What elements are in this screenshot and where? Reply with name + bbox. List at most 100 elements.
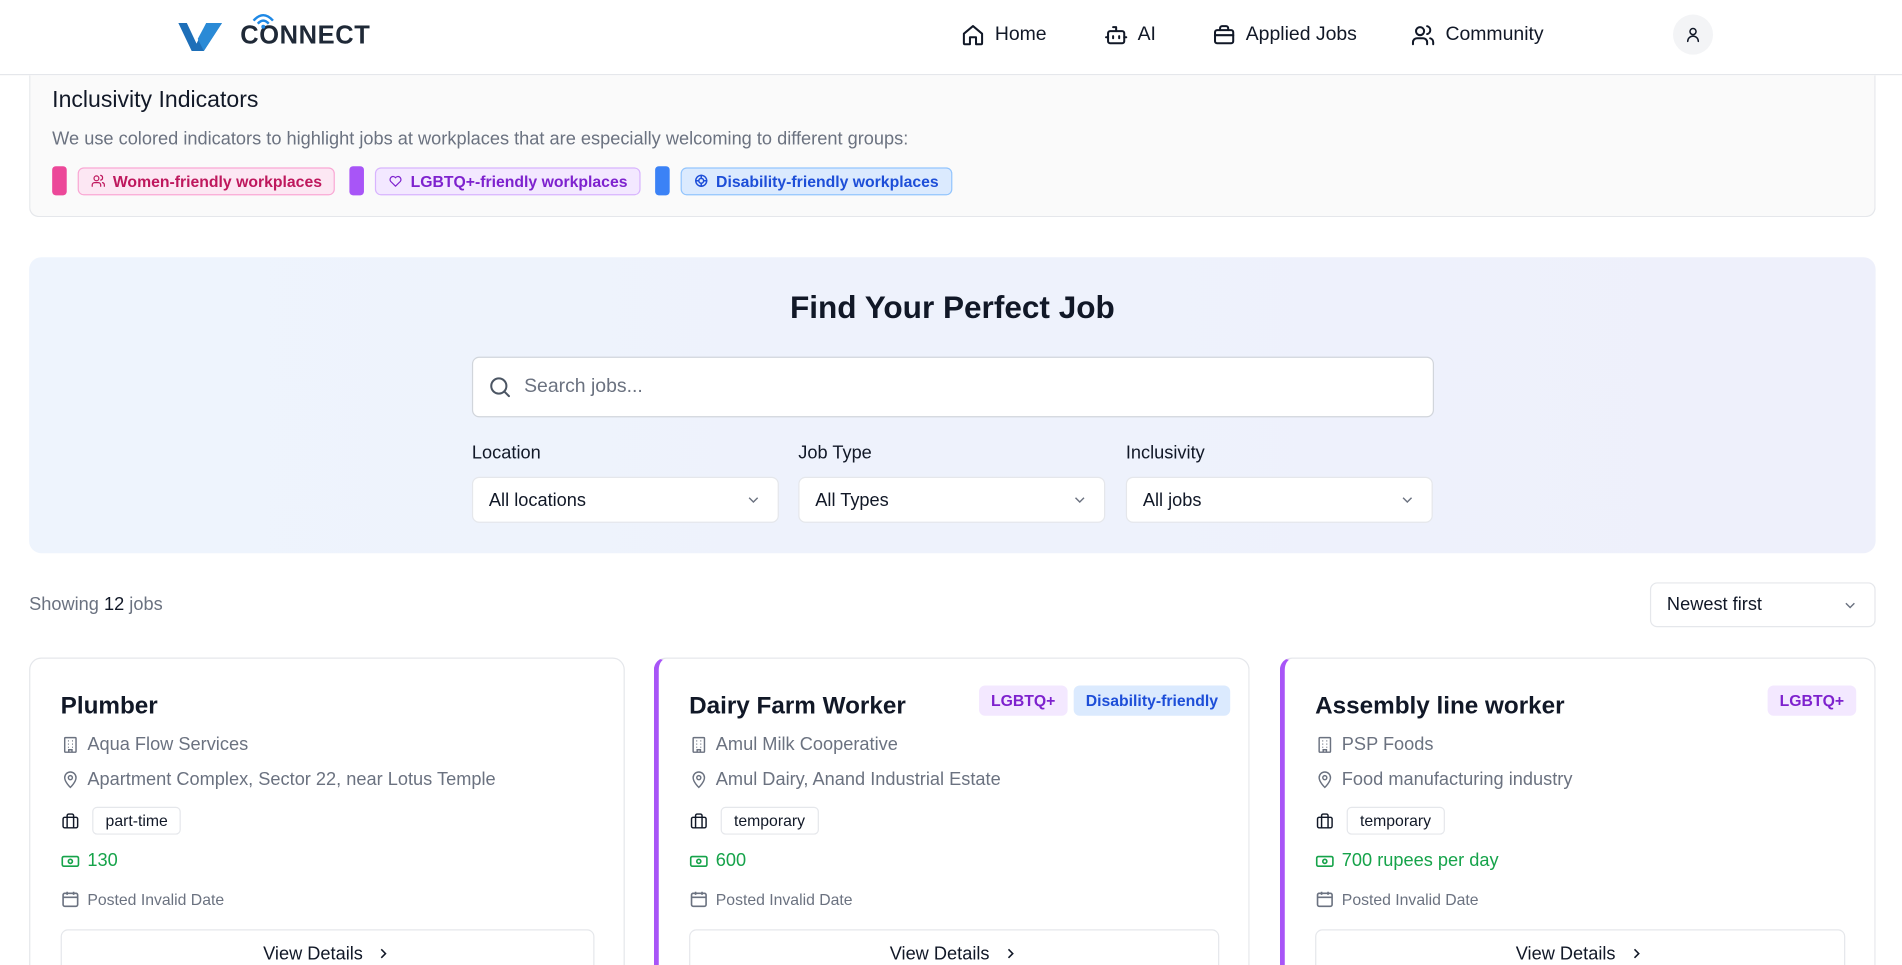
calendar-icon: [62, 891, 79, 908]
job-type-tag: part-time: [92, 806, 182, 835]
view-details-label: View Details: [263, 943, 363, 964]
nav-community-label: Community: [1445, 24, 1544, 45]
sort-select-value: Newest first: [1666, 594, 1763, 616]
inclusivity-filter: Inclusivity All jobs: [1125, 442, 1433, 523]
nav-ai[interactable]: AI: [1104, 19, 1156, 51]
building-icon: [1318, 736, 1332, 753]
user-icon: [1686, 27, 1700, 43]
job-location-text: Food manufacturing industry: [1341, 769, 1573, 790]
inclusivity-indicators-panel: Inclusivity Indicators We use colored in…: [29, 75, 1876, 218]
job-posted: Posted Invalid Date: [689, 889, 853, 909]
job-location: Food manufacturing industry: [1315, 769, 1572, 790]
job-posted-text: Posted Invalid Date: [1341, 889, 1479, 909]
job-location-text: Amul Dairy, Anand Industrial Estate: [715, 769, 1001, 790]
job-posted-text: Posted Invalid Date: [87, 889, 225, 909]
job-type-tag: temporary: [1346, 806, 1445, 835]
results-number: 12: [103, 594, 125, 616]
job-posted: Posted Invalid Date: [61, 889, 224, 908]
chevron-down-icon: [1075, 497, 1085, 503]
job-search-panel: Find Your Perfect Job Location All locat…: [29, 257, 1876, 554]
chevron-right-icon: [380, 948, 387, 959]
view-details-label: View Details: [1515, 943, 1616, 964]
heart-icon: [390, 175, 403, 187]
job-posted: Posted Invalid Date: [1315, 889, 1479, 909]
inclusivity-select-value: All jobs: [1142, 489, 1202, 511]
wifi-signal-icon: [252, 13, 274, 29]
logo-v-mark-icon: [178, 23, 223, 51]
location-select[interactable]: All locations: [471, 476, 779, 523]
briefcase-icon: [1213, 25, 1235, 45]
job-title: Dairy Farm Worker: [689, 692, 906, 720]
calendar-icon: [690, 891, 707, 908]
job-type-select[interactable]: All Types: [798, 476, 1106, 523]
women-friendly-chip: Women-friendly workplaces: [77, 166, 336, 195]
job-card[interactable]: Dairy Farm Worker LGBTQ+ Disability-frie…: [653, 657, 1250, 965]
search-input[interactable]: [524, 376, 1374, 398]
view-details-label: View Details: [889, 943, 990, 964]
job-type-row: temporary: [689, 806, 819, 835]
women-color-swatch: [52, 166, 67, 196]
bot-icon: [1104, 26, 1127, 45]
results-count: Showing 12 jobs: [29, 594, 163, 615]
inclusivity-select[interactable]: All jobs: [1125, 476, 1433, 523]
lgbtq-badge: LGBTQ+: [1767, 685, 1857, 716]
brand-logo[interactable]: CONNECT: [177, 13, 370, 56]
view-details-button[interactable]: View Details: [689, 929, 1220, 965]
job-company-name: Amul Milk Cooperative: [715, 733, 898, 755]
job-pay: 700 rupees per day: [1315, 850, 1499, 871]
top-navbar: CONNECT Home AI Applied Jobs Co: [0, 0, 1902, 76]
job-company: PSP Foods: [1315, 733, 1434, 755]
job-company: Amul Milk Cooperative: [689, 734, 898, 755]
job-pay: 600: [689, 850, 746, 871]
inclusivity-title: Inclusivity Indicators: [52, 87, 259, 113]
lgbtq-friendly-chip: LGBTQ+-friendly workplaces: [375, 166, 641, 195]
briefcase-icon: [690, 812, 707, 828]
sort-select[interactable]: Newest first: [1649, 582, 1876, 628]
lgbtq-color-swatch: [349, 166, 365, 196]
job-card[interactable]: Assembly line worker LGBTQ+ PSP Foods Fo…: [1279, 657, 1876, 965]
nav-home[interactable]: Home: [961, 19, 1047, 51]
chevron-down-icon: [1402, 497, 1413, 503]
job-company: Aqua Flow Services: [61, 733, 249, 755]
nav-applied-jobs[interactable]: Applied Jobs: [1212, 19, 1357, 51]
briefcase-icon: [1316, 812, 1333, 828]
chevron-down-icon: [1845, 602, 1855, 608]
location-select-value: All locations: [488, 489, 587, 511]
inclusivity-description: We use colored indicators to highlight j…: [52, 128, 909, 150]
money-icon: [1315, 855, 1334, 867]
job-posted-text: Posted Invalid Date: [715, 889, 853, 909]
location-filter: Location All locations: [471, 442, 779, 523]
job-company-name: PSP Foods: [1341, 733, 1434, 755]
job-location: Amul Dairy, Anand Industrial Estate: [689, 769, 1001, 790]
map-pin-icon: [63, 770, 77, 788]
nav-community[interactable]: Community: [1411, 19, 1544, 51]
job-card[interactable]: Plumber Aqua Flow Services Apartment Com…: [29, 657, 625, 965]
search-heading: Find Your Perfect Job: [789, 288, 1115, 326]
disability-friendly-chip: Disability-friendly workplaces: [680, 166, 953, 195]
job-pay: 130: [61, 850, 118, 871]
home-icon: [962, 25, 984, 46]
chevron-right-icon: [1633, 948, 1640, 959]
lgbtq-badge: LGBTQ+: [978, 685, 1068, 716]
job-pay-value: 130: [87, 850, 118, 872]
job-badges: LGBTQ+ Disability-friendly: [978, 685, 1231, 716]
nav-applied-jobs-label: Applied Jobs: [1245, 24, 1357, 45]
job-company-name: Aqua Flow Services: [87, 733, 249, 755]
view-details-button[interactable]: View Details: [60, 929, 595, 965]
search-box: [471, 356, 1435, 418]
user-avatar-button[interactable]: [1673, 14, 1714, 55]
users-icon: [91, 174, 105, 187]
disability-badge: Disability-friendly: [1073, 685, 1231, 716]
job-pay-value: 700 rupees per day: [1341, 850, 1499, 872]
inclusivity-legend: Women-friendly workplaces LGBTQ+-friendl…: [52, 166, 966, 196]
users-icon: [1412, 25, 1435, 46]
disability-color-swatch: [655, 166, 670, 196]
view-details-button[interactable]: View Details: [1315, 929, 1846, 965]
inclusivity-filter-label: Inclusivity: [1125, 442, 1205, 464]
job-type-tag: temporary: [720, 806, 819, 835]
women-friendly-label: Women-friendly workplaces: [112, 171, 323, 190]
main-nav: Home AI Applied Jobs Community: [961, 19, 1544, 51]
location-filter-label: Location: [471, 442, 541, 464]
nav-home-label: Home: [994, 24, 1047, 45]
